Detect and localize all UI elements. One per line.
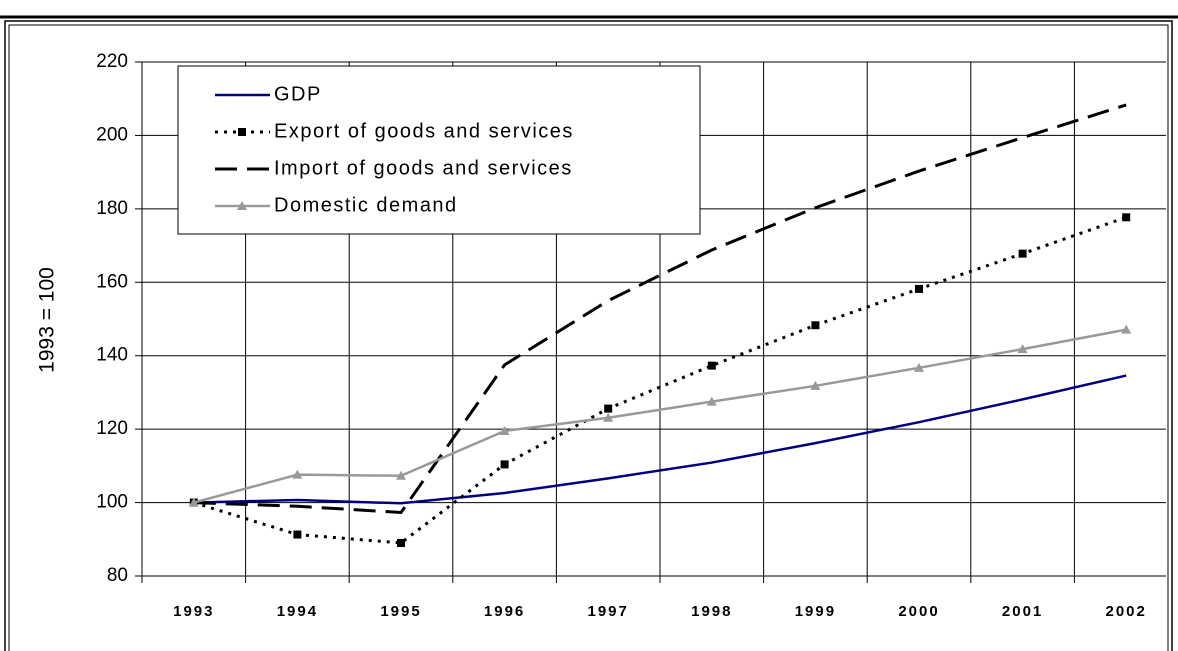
- frame-inner: [8, 24, 1169, 651]
- legend-label: Import of goods and services: [274, 157, 573, 179]
- x-tick-label: 1995: [380, 603, 421, 620]
- y-tick-label: 120: [96, 418, 128, 439]
- x-tick-label: 1998: [691, 603, 732, 620]
- series-line: [193, 374, 1127, 505]
- marker: [397, 538, 405, 547]
- series-line: [193, 328, 1127, 504]
- y-tick-label: 140: [96, 345, 128, 366]
- y-tick-label: 160: [96, 271, 128, 292]
- marker: [915, 284, 923, 293]
- x-tick-label: 1999: [795, 603, 836, 620]
- x-tick-label: 2002: [1106, 603, 1147, 620]
- marker: [499, 425, 510, 435]
- marker: [604, 404, 613, 413]
- marker: [1017, 344, 1028, 354]
- y-tick-label: 180: [96, 198, 128, 219]
- x-tick-label: 2001: [1002, 603, 1043, 620]
- x-tick-label: 1997: [588, 603, 629, 620]
- marker: [293, 530, 302, 539]
- marker: [810, 380, 821, 390]
- y-tick-label: 220: [96, 51, 128, 72]
- marker: [811, 321, 820, 330]
- marker: [1018, 249, 1027, 258]
- marker: [914, 362, 924, 372]
- legend-label: Domestic demand: [274, 194, 458, 216]
- x-tick-label: 1996: [484, 603, 525, 620]
- series-line: [193, 215, 1127, 545]
- y-tick-label: 200: [96, 124, 128, 145]
- x-tick-label: 1993: [173, 603, 214, 620]
- marker: [500, 460, 509, 469]
- frame-outer: [4, 20, 1173, 651]
- marker: [707, 361, 716, 370]
- marker: [706, 396, 717, 406]
- y-axis-label: 1993 = 100: [36, 267, 59, 373]
- legend-label: Export of goods and services: [274, 120, 574, 142]
- y-tick-label: 80: [107, 565, 128, 586]
- x-tick-label: 1994: [277, 603, 318, 620]
- series-line: [193, 103, 1127, 515]
- marker: [396, 470, 406, 480]
- marker: [188, 497, 199, 507]
- marker: [603, 412, 614, 422]
- legend-label: GDP: [274, 83, 322, 105]
- marker: [238, 128, 246, 136]
- marker: [292, 469, 303, 479]
- x-tick-label: 2000: [898, 603, 939, 620]
- marker: [237, 201, 247, 210]
- y-tick-label: 100: [96, 492, 128, 513]
- marker: [1121, 324, 1132, 334]
- marker: [1122, 213, 1131, 222]
